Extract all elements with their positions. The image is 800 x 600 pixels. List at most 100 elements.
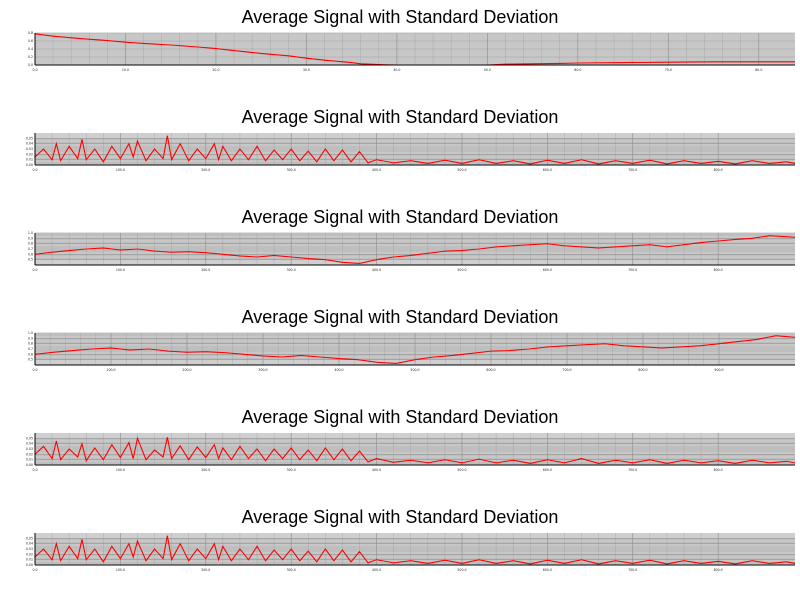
y-tick-label: 0.04 — [26, 542, 33, 546]
chart-title: Average Signal with Standard Deviation — [241, 7, 559, 27]
y-tick-label: 0.8 — [28, 242, 33, 246]
x-tick-label: 400.0 — [372, 468, 381, 472]
x-tick-label: 80.0 — [755, 68, 762, 72]
x-tick-label: 60.0 — [574, 68, 581, 72]
x-tick-label: 200.0 — [201, 468, 210, 472]
y-tick-label: 0.03 — [26, 547, 33, 551]
x-tick-label: 20.0 — [212, 68, 219, 72]
chart-panel-2: Average Signal with Standard Deviation 0… — [0, 100, 800, 200]
y-tick-label: 0.01 — [26, 458, 33, 462]
y-tick-label: 0.00 — [26, 563, 33, 567]
x-tick-label: 500.0 — [457, 468, 466, 472]
x-tick-label: 100.0 — [116, 468, 125, 472]
x-tick-label: 100.0 — [116, 168, 125, 172]
chart-plot-1: 0.0 10.0 20.0 30.0 40.0 50.0 60.0 70.0 80.0 0.0 0.… — [28, 31, 795, 72]
chart-plot-5: 0.0 100.0 200.0 300.0 400.0 500.0 600.0 700.0 80… — [26, 433, 796, 472]
y-tick-label: 0.03 — [26, 147, 33, 151]
x-tick-label: 800.0 — [638, 368, 647, 372]
x-tick-label: 800.0 — [714, 168, 723, 172]
x-tick-label: 700.0 — [628, 568, 637, 572]
y-tick-label: 0.7 — [28, 247, 33, 251]
y-tick-label: 0.05 — [26, 436, 33, 440]
y-tick-label: 0.6 — [28, 39, 33, 43]
y-tick-label: 0.02 — [26, 452, 33, 456]
series-line — [34, 135, 796, 165]
x-tick-label: 400.0 — [372, 568, 381, 572]
y-tick-label: 1.0 — [28, 331, 33, 335]
x-tick-label: 500.0 — [410, 368, 419, 372]
x-tick-label: 700.0 — [628, 268, 637, 272]
chart-panel-4: Average Signal with Standard Deviation 0… — [0, 300, 800, 400]
chart-title: Average Signal with Standard Deviation — [241, 507, 559, 527]
x-tick-label: 600.0 — [543, 468, 552, 472]
x-tick-label: 200.0 — [201, 568, 210, 572]
y-tick-label: 0.2 — [28, 55, 33, 59]
x-tick-label: 200.0 — [201, 168, 210, 172]
x-tick-label: 400.0 — [334, 368, 343, 372]
x-tick-label: 100.0 — [116, 568, 125, 572]
y-tick-label: 0.01 — [26, 158, 33, 162]
chart-plot-4: 0.0 100.0 200.0 300.0 400.0 500.0 600.0 700.0 80… — [28, 331, 796, 372]
chart-plot-3: 0.0 100.0 200.0 300.0 400.0 500.0 600.0 700.0 80… — [28, 231, 796, 272]
x-tick-label: 900.0 — [714, 368, 723, 372]
series-line — [34, 535, 796, 565]
y-tick-label: 0.00 — [26, 463, 33, 467]
y-tick-label: 0.00 — [26, 163, 33, 167]
x-tick-label: 70.0 — [665, 68, 672, 72]
x-tick-label: 200.0 — [201, 268, 210, 272]
y-tick-label: 0.05 — [26, 536, 33, 540]
x-tick-label: 800.0 — [714, 568, 723, 572]
y-tick-label: 0.6 — [28, 252, 33, 256]
chart-title: Average Signal with Standard Deviation — [241, 207, 559, 227]
y-tick-label: 0.8 — [28, 31, 33, 35]
x-tick-label: 600.0 — [543, 568, 552, 572]
x-tick-label: 500.0 — [457, 268, 466, 272]
x-tick-label: 0.0 — [32, 268, 37, 272]
y-tick-label: 0.9 — [28, 236, 33, 240]
series-line — [34, 436, 796, 464]
chart-panel-3: Average Signal with Standard Deviation 0… — [0, 200, 800, 300]
chart-panel-6: Average Signal with Standard Deviation 0… — [0, 500, 800, 600]
x-tick-label: 0.0 — [32, 68, 37, 72]
chart-panel-5: Average Signal with Standard Deviation 0… — [0, 400, 800, 500]
x-tick-label: 400.0 — [372, 168, 381, 172]
x-tick-label: 0.0 — [32, 168, 37, 172]
y-tick-label: 0.04 — [26, 142, 33, 146]
x-tick-label: 700.0 — [628, 468, 637, 472]
y-tick-label: 0.02 — [26, 552, 33, 556]
y-tick-label: 0.01 — [26, 558, 33, 562]
x-tick-label: 600.0 — [543, 268, 552, 272]
x-tick-label: 200.0 — [182, 368, 191, 372]
y-tick-label: 0.04 — [26, 442, 33, 446]
x-tick-label: 600.0 — [543, 168, 552, 172]
x-tick-label: 300.0 — [287, 568, 296, 572]
y-tick-label: 0.02 — [26, 152, 33, 156]
y-tick-label: 0.05 — [26, 136, 33, 140]
series-line — [34, 33, 795, 66]
x-tick-label: 40.0 — [393, 68, 400, 72]
x-tick-label: 400.0 — [372, 268, 381, 272]
y-tick-label: 0.9 — [28, 336, 33, 340]
x-tick-label: 600.0 — [486, 368, 495, 372]
y-tick-label: 0.7 — [28, 347, 33, 351]
y-tick-label: 0.5 — [28, 258, 33, 262]
x-tick-label: 100.0 — [116, 268, 125, 272]
x-tick-label: 0.0 — [32, 468, 37, 472]
x-tick-label: 50.0 — [484, 68, 491, 72]
x-tick-label: 800.0 — [714, 468, 723, 472]
x-tick-label: 30.0 — [303, 68, 310, 72]
y-tick-label: 0.0 — [28, 63, 33, 67]
chart-panel-1: Average Signal with Standard Deviation 0… — [0, 0, 800, 100]
series-line — [34, 335, 796, 364]
y-tick-label: 0.6 — [28, 352, 33, 356]
y-tick-label: 0.8 — [28, 342, 33, 346]
chart-title: Average Signal with Standard Deviation — [241, 107, 559, 127]
x-tick-label: 10.0 — [122, 68, 129, 72]
x-tick-label: 500.0 — [457, 568, 466, 572]
x-tick-label: 700.0 — [562, 368, 571, 372]
chart-plot-6: 0.0 100.0 200.0 300.0 400.0 500.0 600.0 700.0 80… — [26, 533, 796, 572]
x-tick-label: 0.0 — [32, 568, 37, 572]
chart-title: Average Signal with Standard Deviation — [241, 407, 559, 427]
y-tick-label: 0.5 — [28, 358, 33, 362]
x-tick-label: 300.0 — [258, 368, 267, 372]
